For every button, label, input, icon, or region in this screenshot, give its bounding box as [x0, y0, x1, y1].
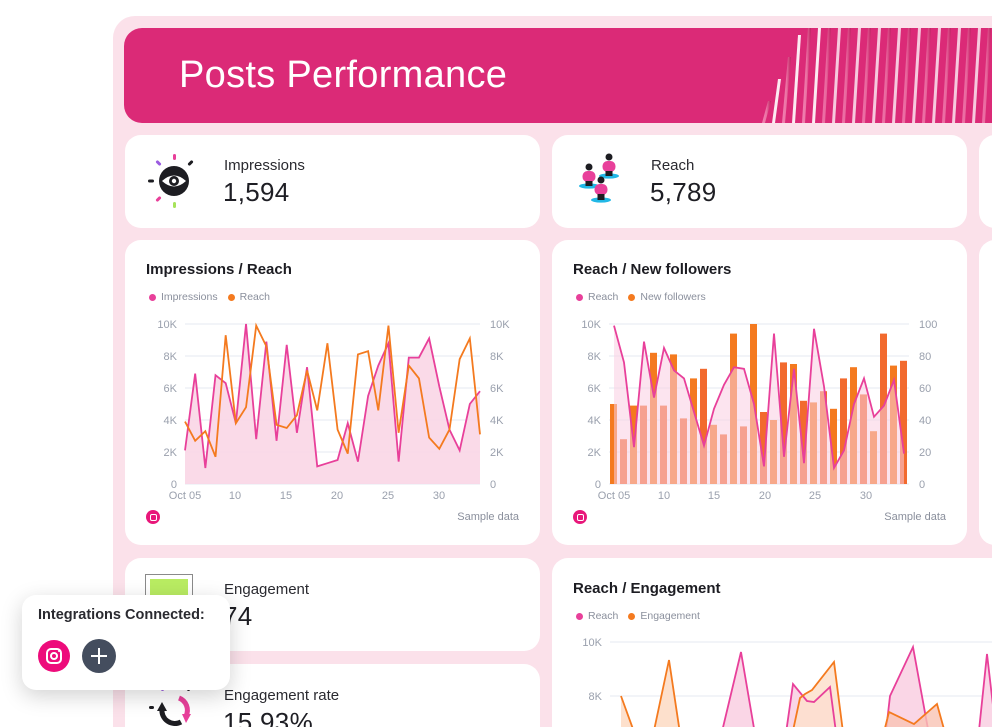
- svg-text:0: 0: [595, 479, 601, 491]
- svg-text:2K: 2K: [164, 447, 178, 459]
- chart-legend: Reach Engagement: [576, 610, 700, 622]
- svg-text:2K: 2K: [490, 447, 504, 459]
- chart-card-partial: [979, 240, 992, 545]
- svg-text:30: 30: [860, 490, 872, 502]
- kpi-card-partial: [979, 135, 992, 228]
- chart-card-reach-new-followers: Reach / New followers Reach New follower…: [552, 240, 967, 545]
- header-banner: Posts Performance: [124, 28, 992, 123]
- integrations-popup: Integrations Connected:: [22, 595, 230, 690]
- svg-text:100: 100: [919, 319, 937, 331]
- legend-label: Impressions: [161, 291, 218, 303]
- legend-dot-icon: [227, 293, 235, 301]
- svg-text:40: 40: [919, 415, 931, 427]
- svg-text:0: 0: [919, 479, 925, 491]
- instagram-lens: [50, 652, 58, 660]
- svg-text:80: 80: [919, 351, 931, 363]
- legend-label: Engagement: [640, 610, 700, 622]
- kpi-card-impressions: Impressions 1,594: [125, 135, 540, 228]
- svg-text:6K: 6K: [588, 383, 602, 395]
- svg-text:4K: 4K: [588, 415, 602, 427]
- svg-text:8K: 8K: [589, 691, 603, 703]
- reach-new-followers-chart[interactable]: 0 0 2K 20 4K 40 6K 60 8K 80 10K 100 Oct 05 10 15 20 25 30: [552, 310, 967, 505]
- svg-text:6K: 6K: [490, 383, 504, 395]
- svg-text:0: 0: [490, 479, 496, 491]
- chart-title: Reach / New followers: [573, 261, 732, 278]
- legend-label: Reach: [588, 291, 619, 303]
- kpi-value: 5,789: [650, 177, 717, 207]
- decorative-stripes: [754, 28, 992, 123]
- legend-item-reach[interactable]: Reach: [576, 610, 618, 622]
- svg-text:10K: 10K: [490, 319, 510, 331]
- svg-text:25: 25: [382, 490, 394, 502]
- instagram-dot: [58, 650, 60, 652]
- svg-text:10K: 10K: [581, 319, 601, 331]
- chart-legend: Reach New followers: [576, 291, 706, 303]
- legend-label: Reach: [588, 610, 619, 622]
- svg-text:4K: 4K: [490, 415, 504, 427]
- svg-text:10K: 10K: [157, 319, 177, 331]
- kpi-label: Engagement rate: [224, 687, 340, 704]
- legend-label: New followers: [640, 291, 706, 303]
- chart-legend: Impressions Reach: [149, 291, 270, 303]
- kpi-label: Reach: [651, 157, 695, 174]
- svg-text:2K: 2K: [588, 447, 602, 459]
- svg-text:15: 15: [708, 490, 720, 502]
- svg-text:25: 25: [809, 490, 821, 502]
- reach-engagement-chart[interactable]: 10K 8K: [552, 630, 992, 727]
- add-integration-button[interactable]: [82, 639, 116, 673]
- svg-text:20: 20: [919, 447, 931, 459]
- sample-data-label: Sample data: [884, 511, 946, 523]
- instagram-icon: [146, 510, 160, 524]
- people-icon: [579, 153, 619, 203]
- legend-dot-icon: [149, 293, 156, 301]
- legend-item-reach[interactable]: Reach: [576, 291, 618, 303]
- svg-text:8K: 8K: [164, 351, 178, 363]
- svg-text:6K: 6K: [164, 383, 178, 395]
- chart-title: Reach / Engagement: [573, 580, 721, 597]
- kpi-value: 1,594: [223, 177, 290, 207]
- popup-title: Integrations Connected:: [38, 607, 205, 623]
- eye-icon: [148, 154, 194, 208]
- legend-item-reach[interactable]: Reach: [227, 291, 270, 303]
- chart-card-reach-engagement: Reach / Engagement Reach Engagement 10K 8…: [552, 558, 992, 727]
- svg-text:20: 20: [759, 490, 771, 502]
- legend-dot-icon: [576, 612, 583, 620]
- instagram-integration-button[interactable]: [38, 640, 70, 672]
- svg-text:Oct 05: Oct 05: [169, 490, 201, 502]
- svg-text:10: 10: [229, 490, 241, 502]
- chart-title: Impressions / Reach: [146, 261, 292, 278]
- legend-item-impressions[interactable]: Impressions: [149, 291, 218, 303]
- svg-text:8K: 8K: [490, 351, 504, 363]
- legend-dot-icon: [628, 293, 636, 301]
- kpi-label: Impressions: [224, 157, 305, 174]
- svg-text:10: 10: [658, 490, 670, 502]
- svg-text:15: 15: [280, 490, 292, 502]
- svg-text:20: 20: [331, 490, 343, 502]
- legend-item-new-followers[interactable]: New followers: [628, 291, 706, 303]
- svg-text:8K: 8K: [588, 351, 602, 363]
- svg-text:0: 0: [171, 479, 177, 491]
- kpi-card-reach: Reach 5,789: [552, 135, 967, 228]
- instagram-icon: [573, 510, 587, 524]
- legend-dot-icon: [628, 612, 636, 620]
- kpi-value: 15.93%: [223, 707, 313, 727]
- legend-label: Reach: [239, 291, 270, 303]
- svg-text:30: 30: [433, 490, 445, 502]
- svg-text:60: 60: [919, 383, 931, 395]
- svg-text:Oct 05: Oct 05: [598, 490, 630, 502]
- page-title: Posts Performance: [179, 54, 508, 96]
- instagram-icon: [46, 648, 62, 664]
- svg-text:4K: 4K: [164, 415, 178, 427]
- impressions-reach-chart[interactable]: 0 0 2K 2K 4K 4K 6K 6K 8K 8K 10K 10K Oct 05 10 15 20 25 30: [125, 310, 540, 505]
- svg-text:10K: 10K: [582, 637, 602, 649]
- kpi-label: Engagement: [224, 581, 310, 598]
- legend-dot-icon: [576, 293, 583, 301]
- legend-item-engagement[interactable]: Engagement: [628, 610, 700, 622]
- sample-data-label: Sample data: [457, 511, 519, 523]
